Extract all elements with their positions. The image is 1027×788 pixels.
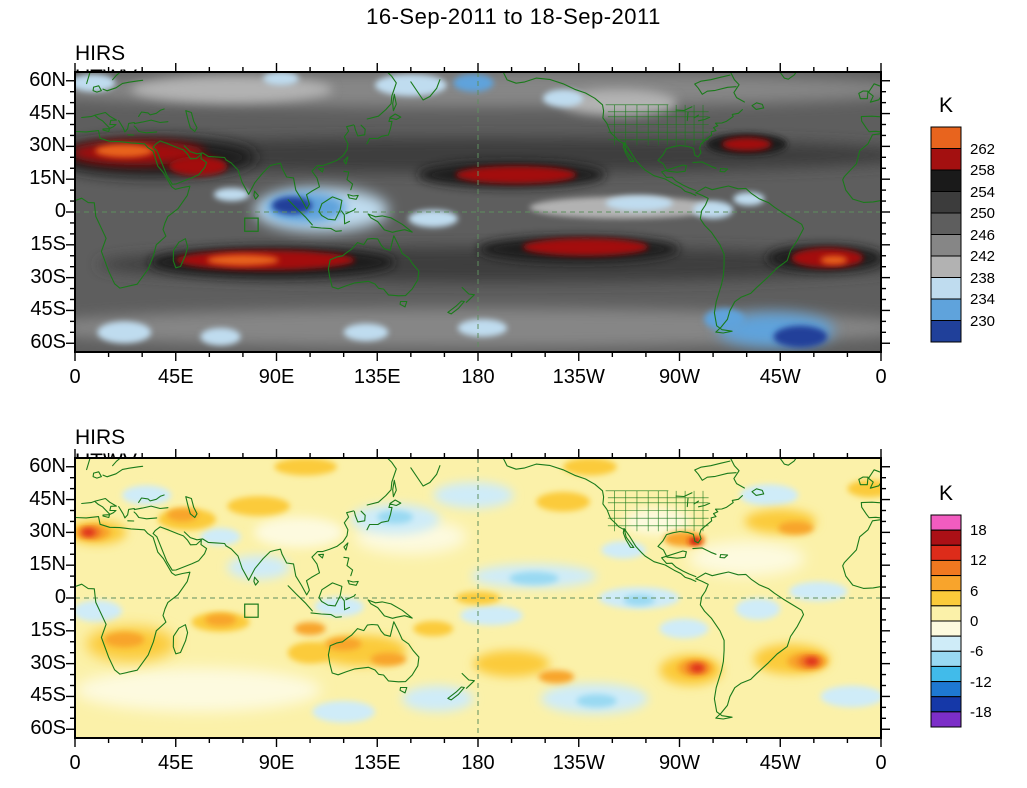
colorbar-cell: [930, 559, 962, 577]
us-state-borders: [605, 104, 709, 146]
lon-tick-label: 90E: [258, 366, 295, 388]
lat-tick-label: 30S: [30, 651, 66, 674]
lon-tick-label: 90E: [258, 752, 295, 774]
colorbar-cell: [930, 148, 962, 171]
lon-tick-label: 135W: [552, 366, 605, 388]
lon-tick-label: 90W: [658, 752, 701, 774]
colorbar: [930, 514, 962, 728]
colorbar-tick-label: 234: [970, 291, 996, 308]
lat-tick-label: 0: [54, 586, 66, 608]
lat-tick-label: 45N: [29, 487, 66, 510]
colorbar-unit-label: K: [938, 482, 953, 505]
contour-field: [75, 72, 881, 348]
colorbar-cell: [930, 696, 962, 713]
lon-tick-label: 135E: [353, 366, 401, 388]
lat-tick-label: 0: [54, 200, 66, 222]
colorbar-cell: [930, 635, 962, 652]
colorbar-tick-label: -12: [970, 673, 992, 691]
lon-tick-label: 180: [461, 366, 495, 388]
lat-tick-label: 30N: [29, 520, 66, 543]
colorbar-cell: [930, 544, 962, 561]
colorbar-tick-label: 250: [970, 205, 996, 222]
colorbar-cell: [930, 529, 962, 546]
lon-tick-label: 135W: [552, 752, 605, 774]
colorbar-cell: [930, 650, 962, 667]
colorbar-cell: [930, 191, 962, 214]
coastlines: [75, 458, 881, 720]
lon-tick-label: 45W: [759, 366, 801, 388]
us-state-borders: [605, 490, 709, 532]
colorbar-tick-label: 254: [970, 183, 996, 201]
colorbar-tick-label: 262: [970, 140, 996, 158]
colorbar: [930, 126, 962, 343]
lat-tick-label: 60S: [30, 331, 66, 354]
coastlines: [75, 72, 881, 334]
region-marker-box: [244, 603, 259, 618]
colorbar-cell: [930, 212, 962, 235]
colorbar-tick-label: 18: [970, 522, 987, 540]
lon-tick-label: 0: [875, 752, 887, 774]
colorbar-tick-label: 230: [970, 312, 996, 330]
lon-tick-label: 90W: [658, 366, 701, 388]
lon-tick-label: 135E: [353, 752, 401, 774]
lat-tick-label: 30N: [29, 134, 66, 157]
colorbar-cell: [930, 605, 962, 622]
colorbar-tick-label: 246: [970, 226, 996, 244]
colorbar-tick-label: 0: [970, 613, 979, 630]
lat-tick-label: 45S: [30, 298, 66, 321]
map-canvas: [66, 449, 890, 747]
colorbar-unit-label: K: [938, 94, 953, 117]
region-marker-box: [244, 217, 259, 232]
lon-tick-label: 45E: [157, 366, 194, 388]
colorbar-cell: [930, 575, 962, 592]
colorbar-tick-label: 242: [970, 248, 996, 265]
colorbar-tick-label: -18: [970, 703, 992, 721]
colorbar-cell: [930, 298, 962, 321]
colorbar-cell: [930, 255, 962, 278]
lon-tick-label: 45E: [157, 752, 194, 774]
colorbar-cell: [930, 590, 962, 607]
colorbar-cell: [930, 711, 962, 728]
colorbar-cell: [930, 320, 962, 343]
lon-tick-label: 45W: [759, 752, 801, 774]
lon-tick-label: 0: [875, 366, 887, 388]
lat-tick-label: 15N: [29, 167, 66, 190]
lon-tick-label: 0: [69, 752, 81, 774]
lon-tick-label: 180: [461, 752, 495, 774]
lat-tick-label: 30S: [30, 265, 66, 288]
axis-ticks: [66, 63, 890, 361]
lat-tick-label: 45S: [30, 684, 66, 707]
colorbar-cell: [930, 665, 962, 683]
colorbar-cell: [930, 681, 962, 698]
lat-tick-label: 60S: [30, 717, 66, 740]
colorbar-tick-label: 238: [970, 269, 996, 287]
colorbar-tick-label: 258: [970, 162, 996, 179]
colorbar-tick-label: 6: [970, 582, 979, 600]
colorbar-cell: [930, 169, 962, 192]
colorbar-cell: [930, 126, 962, 149]
contour-field: [75, 458, 881, 723]
map-canvas: [66, 63, 890, 361]
colorbar-tick-label: 12: [970, 552, 987, 570]
colorbar-cell: [930, 620, 962, 637]
lat-tick-label: 60N: [29, 454, 66, 477]
lat-tick-label: 60N: [29, 68, 66, 91]
map-frame: [74, 457, 882, 739]
lon-tick-label: 0: [69, 366, 81, 388]
lat-tick-label: 15N: [29, 553, 66, 576]
map-frame: [74, 71, 882, 353]
colorbar-tick-label: -6: [970, 643, 984, 661]
lat-tick-label: 45N: [29, 101, 66, 124]
figure-title: 16-Sep-2011 to 18-Sep-2011: [366, 4, 661, 29]
colorbar-cell: [930, 234, 962, 257]
colorbar-cell: [930, 514, 962, 531]
lat-tick-label: 15S: [30, 232, 66, 255]
colorbar-cell: [930, 277, 962, 300]
lat-tick-label: 15S: [30, 618, 66, 641]
